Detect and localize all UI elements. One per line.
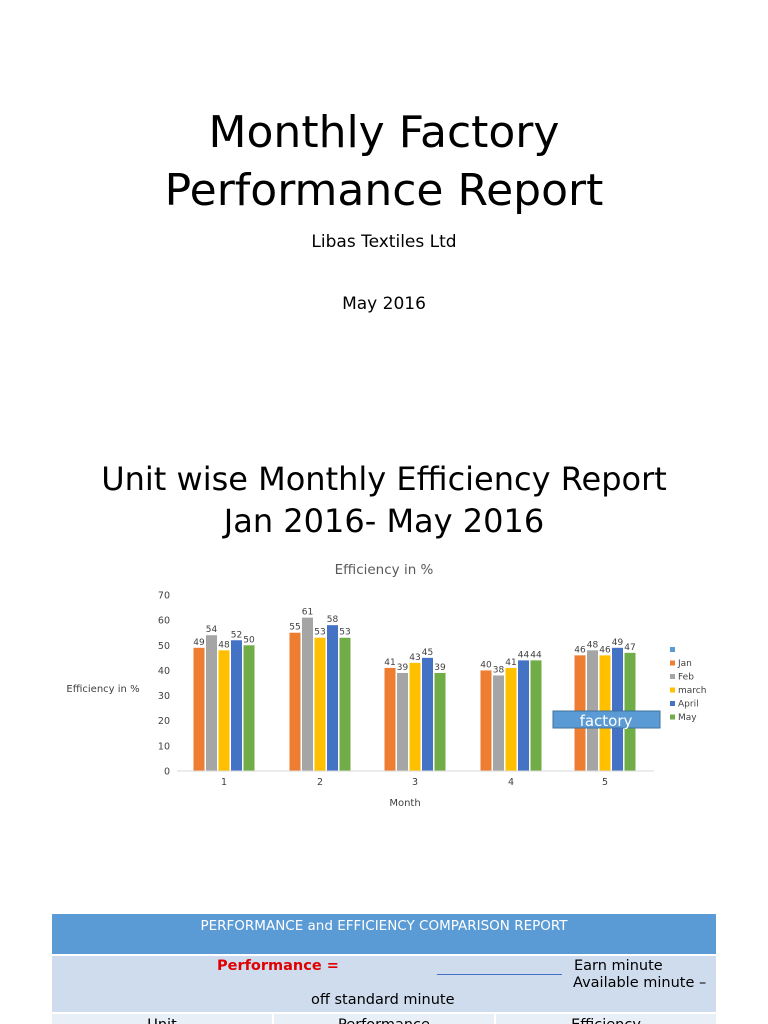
- legend-label-feb: Feb: [678, 673, 694, 683]
- bar-data-label: 50: [243, 635, 255, 645]
- bar-data-label: 44: [530, 650, 542, 660]
- off-standard-text: off standard minute: [311, 992, 455, 1008]
- x-tick-label: 5: [602, 777, 608, 788]
- y-tick-label: 70: [158, 591, 170, 602]
- bar-feb-4: [493, 675, 504, 771]
- company-name: Libas Textiles Ltd: [311, 232, 457, 252]
- bar-jan-3: [384, 667, 396, 771]
- bar-march-2: [314, 637, 326, 771]
- y-tick-label: 20: [158, 716, 170, 727]
- legend-swatch-jan: [670, 660, 675, 666]
- bar-data-label: 41: [505, 658, 516, 668]
- bar-may-1: [243, 645, 255, 771]
- legend-label-may: May: [678, 713, 697, 723]
- bar-march-3: [409, 662, 421, 771]
- bar-data-label: 41: [384, 658, 395, 668]
- y-tick-label: 30: [158, 691, 170, 702]
- bar-feb-3: [397, 672, 408, 771]
- y-tick-label: 40: [158, 666, 170, 677]
- bar-march-1: [218, 650, 230, 771]
- factory-label-box: [552, 710, 661, 729]
- bar-feb-2: [302, 617, 313, 771]
- bar-april-2: [327, 625, 338, 771]
- bar-data-label: 47: [624, 643, 635, 653]
- bar-jan-4: [480, 670, 492, 771]
- bar-data-label: 49: [193, 638, 205, 648]
- report-title-line1: Monthly Factory: [208, 107, 560, 158]
- bar-data-label: 39: [434, 663, 446, 673]
- bar-jan-2: [289, 632, 301, 771]
- bar-april-5: [612, 647, 623, 771]
- x-tick-label: 3: [412, 777, 418, 788]
- y-tick-label: 50: [158, 641, 170, 652]
- column-performance: Performance: [274, 1014, 496, 1024]
- bar-data-label: 49: [612, 638, 624, 648]
- legend-label-jan: Jan: [677, 659, 692, 669]
- bar-data-label: 52: [231, 630, 242, 640]
- bar-data-label: 48: [587, 640, 599, 650]
- bar-data-label: 45: [422, 648, 433, 658]
- x-tick-label: 2: [317, 777, 323, 788]
- bar-data-label: 38: [493, 665, 505, 675]
- bar-may-3: [434, 672, 446, 771]
- legend-label-march: march: [678, 686, 706, 696]
- bar-data-label: 48: [218, 640, 230, 650]
- fraction-line: [437, 974, 562, 975]
- report-date: May 2016: [342, 294, 426, 314]
- bar-may-4: [530, 660, 542, 771]
- y-axis-title: Efficiency in %: [66, 684, 139, 695]
- section-title-line1: Unit wise Monthly Efficiency Report: [101, 460, 667, 498]
- bar-data-label: 43: [409, 653, 420, 663]
- x-axis-title: Month: [389, 798, 420, 809]
- column-header-row: Unit Performance Efficiency: [52, 1014, 716, 1024]
- bar-data-label: 46: [599, 645, 611, 655]
- legend-swatch-april: [670, 701, 675, 706]
- bar-april-3: [422, 657, 433, 771]
- y-tick-label: 0: [164, 767, 170, 778]
- bar-data-label: 40: [480, 660, 492, 670]
- bar-data-label: 61: [302, 608, 313, 618]
- bar-data-label: 53: [314, 628, 325, 638]
- legend-swatch-feb: [670, 674, 675, 679]
- efficiency-bar-chart: Efficiency in % Efficiency in % Month 0 1…: [66, 562, 706, 809]
- earn-minute-text: Earn minute: [574, 958, 663, 974]
- bar-data-label: 58: [327, 615, 339, 625]
- column-unit: Unit: [52, 1014, 274, 1024]
- x-tick-label: 4: [508, 777, 514, 788]
- formula-row: Performance = Earn minute Available minu…: [52, 956, 716, 1014]
- bar-april-4: [518, 660, 529, 771]
- legend-swatch-may: [670, 714, 675, 720]
- y-tick-label: 60: [158, 616, 170, 627]
- bar-jan-1: [193, 647, 205, 771]
- factory-label: factory: [580, 712, 633, 730]
- bar-data-label: 55: [289, 623, 300, 633]
- bar-data-label: 39: [397, 663, 409, 673]
- table-header: PERFORMANCE and EFFICIENCY COMPARISON RE…: [52, 914, 716, 956]
- bar-data-label: 53: [339, 628, 350, 638]
- performance-label: Performance =: [217, 958, 339, 974]
- bar-feb-1: [206, 635, 217, 771]
- bar-data-label: 46: [574, 645, 586, 655]
- y-tick-label: 10: [158, 741, 170, 752]
- legend-swatch-empty: [670, 647, 675, 652]
- bar-data-label: 54: [206, 625, 218, 635]
- bar-march-4: [505, 667, 517, 771]
- column-efficiency: Efficiency: [496, 1014, 716, 1024]
- bar-may-2: [339, 637, 351, 771]
- bar-data-label: 44: [518, 650, 530, 660]
- comparison-table: PERFORMANCE and EFFICIENCY COMPARISON RE…: [52, 914, 716, 1024]
- chart-title: Efficiency in %: [335, 562, 434, 578]
- legend-label-april: April: [678, 700, 699, 710]
- legend-swatch-march: [670, 687, 675, 693]
- available-minute-text: Available minute –: [573, 975, 707, 991]
- bar-april-1: [231, 640, 242, 771]
- x-tick-label: 1: [221, 777, 227, 788]
- report-title-line2: Performance Report: [164, 165, 604, 216]
- section-title-line2: Jan 2016- May 2016: [223, 502, 545, 540]
